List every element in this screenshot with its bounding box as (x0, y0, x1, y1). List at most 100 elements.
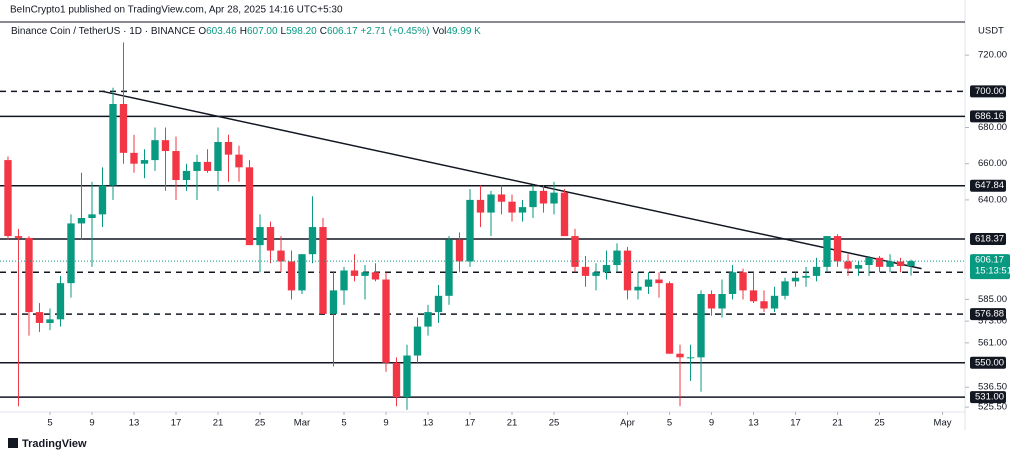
candle-body (812, 266, 821, 276)
candle-body (455, 239, 464, 262)
candle-body (287, 261, 296, 291)
candle-body (781, 281, 789, 296)
level-label-box (970, 391, 1006, 404)
candle-body (550, 192, 558, 204)
brand: TradingView (22, 438, 87, 450)
candle-body (172, 151, 180, 180)
level-label: 618.37 (975, 234, 1004, 245)
ohlc-label: O (198, 26, 206, 37)
candle-body (434, 295, 443, 313)
x-tick-label: 13 (748, 418, 759, 429)
candle-body (77, 217, 86, 224)
symbol-legend-text: Binance Coin / TetherUS · 1D · BINANCE O6… (11, 26, 481, 37)
candle-body (298, 254, 306, 291)
candle-body (854, 265, 863, 269)
level-label-box (970, 110, 1006, 123)
symbol-legend: Binance Coin / TetherUS · 1D · BINANCE O6… (11, 26, 481, 37)
y-tick-label: 536.50 (978, 382, 1007, 393)
candle-body (613, 250, 621, 266)
candle-body (686, 357, 695, 359)
candle-body (508, 201, 516, 213)
x-tick-label: 17 (171, 418, 182, 429)
candle-body (707, 294, 716, 309)
candle-body (466, 199, 474, 262)
y-tick-label: 525.50 (978, 402, 1007, 413)
ohlc-value: 603.46 (206, 26, 237, 37)
y-tick-label: 585.00 (978, 294, 1007, 305)
candle-body (487, 194, 495, 213)
x-tick-label: 25 (874, 418, 885, 429)
candle-body (25, 237, 33, 313)
last-price-label: 606.17 (975, 255, 1004, 266)
candle-body (445, 239, 453, 296)
candle-body (907, 261, 915, 267)
trendline (102, 90, 922, 270)
candle-body (46, 319, 54, 323)
x-tick-label: Apr (620, 418, 635, 429)
candle-body (886, 261, 894, 267)
x-tick-label: 9 (709, 418, 714, 429)
candle-body (235, 154, 243, 168)
candle-body (424, 312, 432, 327)
candle-body (844, 261, 852, 269)
candle-body (644, 279, 653, 287)
candle-body (319, 227, 327, 314)
countdown-label: 15:13:51 (975, 266, 1012, 277)
candle-body (109, 103, 117, 186)
candle-body (571, 236, 579, 267)
level-label: 647.84 (975, 180, 1004, 191)
candle-body (791, 277, 800, 282)
candle-body (518, 207, 527, 213)
candle-body (896, 261, 905, 267)
candle-body (413, 326, 422, 356)
candle-body (697, 294, 705, 358)
ohlc-label: C (320, 26, 327, 37)
level-label: 550.00 (975, 357, 1004, 368)
candle-body (655, 279, 663, 284)
candle-body (728, 272, 737, 295)
candle-body (760, 301, 768, 309)
candle-body (749, 290, 758, 302)
ohlc-label: L (281, 26, 287, 37)
x-tick-label: 13 (129, 418, 140, 429)
candle-body (35, 312, 44, 323)
candle-body (476, 199, 485, 213)
candle-body (214, 141, 222, 171)
x-tick-label: 25 (549, 418, 560, 429)
candle-body (151, 140, 159, 161)
x-tick-label: 17 (790, 418, 801, 429)
candle-body (739, 272, 747, 291)
candle-body (371, 272, 380, 280)
candle-body (665, 283, 674, 354)
last-price-box (970, 254, 1010, 280)
candle-body (182, 170, 191, 180)
x-tick-label: 25 (255, 418, 266, 429)
candle-body (865, 257, 873, 266)
candle-body (350, 270, 359, 276)
candle-body (581, 266, 590, 276)
level-label-box (970, 179, 1006, 192)
candle-body (592, 272, 600, 276)
candle-body (676, 353, 684, 358)
publisher-note: BeInCrypto1 published on TradingView.com… (10, 5, 343, 16)
level-label-box (970, 356, 1006, 369)
x-tick-label: 5 (341, 418, 346, 429)
volume-value: 49.99 K (446, 26, 481, 37)
candle-body (119, 103, 128, 153)
candle-body (277, 250, 285, 262)
y-tick-label: 573.00 (978, 316, 1007, 327)
currency: USDT (978, 26, 1004, 37)
volume-label: Vol (432, 26, 446, 37)
candle-body (497, 194, 506, 202)
x-tick-label: 21 (832, 418, 843, 429)
candle-body (161, 140, 170, 152)
candle-body (823, 236, 831, 267)
candle-body (529, 190, 537, 208)
candle-body (560, 192, 569, 237)
candle-body (256, 227, 264, 246)
x-tick-label: 9 (89, 418, 94, 429)
candle-body (4, 160, 12, 237)
x-tick-label: 9 (383, 418, 388, 429)
x-tick-label: 13 (423, 418, 434, 429)
